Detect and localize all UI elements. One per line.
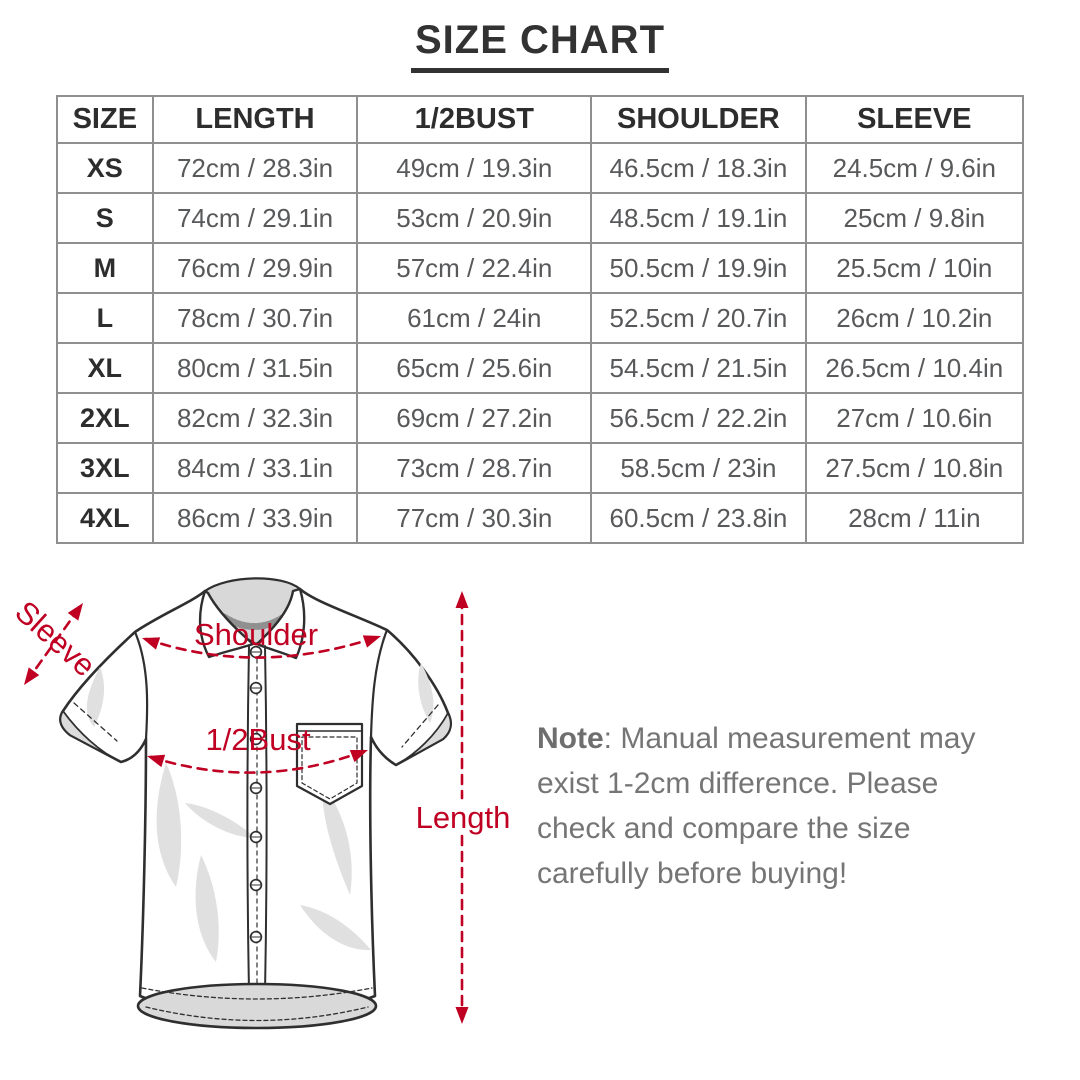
measurement-cell: 60.5cm / 23.8in [590, 492, 807, 544]
measurement-cell: 25.5cm / 10in [804, 242, 1025, 294]
measurement-cell: 27cm / 10.6in [804, 392, 1025, 444]
shirt-measurement-diagram: Shoulder 1/2Bust Length Sleeve [8, 577, 511, 1030]
measurement-cell: 74cm / 29.1in [151, 192, 359, 244]
column-header-size: SIZE [56, 95, 154, 144]
page-title-wrap: SIZE CHART [0, 18, 1080, 73]
measurement-cell: 54.5cm / 21.5in [590, 342, 807, 394]
measurement-cell: 28cm / 11in [804, 492, 1025, 544]
note-line: Note: Manual measurement may [537, 722, 976, 755]
collar-right-wing [255, 587, 306, 660]
table-row: 4XL 86cm / 33.9in 77cm / 30.3in 60.5cm /… [56, 492, 1025, 544]
measurement-cell: 73cm / 28.7in [356, 442, 593, 494]
table-row: 2XL 82cm / 32.3in 69cm / 27.2in 56.5cm /… [56, 392, 1025, 444]
measurement-cell: 65cm / 25.6in [356, 342, 593, 394]
note-line: carefully before buying! [537, 857, 848, 890]
measurement-cell: 77cm / 30.3in [356, 492, 593, 544]
measurement-cell: 56.5cm / 22.2in [590, 392, 807, 444]
table-row: 3XL 84cm / 33.1in 73cm / 28.7in 58.5cm /… [56, 442, 1025, 494]
sleeve-label: Sleeve [8, 594, 102, 683]
note-line: check and compare the size [537, 812, 911, 845]
table-row: L 78cm / 30.7in 61cm / 24in 52.5cm / 20.… [56, 292, 1025, 344]
measurement-cell: 49cm / 19.3in [356, 142, 593, 194]
note-label: Note [537, 722, 604, 755]
column-header-halfbust: 1/2BUST [356, 95, 593, 144]
wrinkle-shading [86, 663, 434, 962]
size-cell: 2XL [56, 392, 154, 444]
left-cuff [59, 710, 122, 763]
measurement-cell: 52.5cm / 20.7in [590, 292, 807, 344]
measurement-cell: 24.5cm / 9.6in [804, 142, 1025, 194]
shoulder-arrow [144, 635, 379, 659]
table-row: XL 80cm / 31.5in 65cm / 25.6in 54.5cm / … [56, 342, 1025, 394]
measurement-cell: 58.5cm / 23in [590, 442, 807, 494]
length-label: Length [416, 800, 511, 835]
measurement-cell: 84cm / 33.1in [151, 442, 359, 494]
size-cell: 4XL [56, 492, 154, 544]
chest-pocket [295, 722, 364, 806]
size-cell: 3XL [56, 442, 154, 494]
note-line: exist 1-2cm difference. Please [537, 767, 939, 800]
measurement-cell: 72cm / 28.3in [151, 142, 359, 194]
measurement-cell: 26cm / 10.2in [804, 292, 1025, 344]
arrowheads [24, 591, 469, 1024]
size-cell: S [56, 192, 154, 244]
page-title: SIZE CHART [411, 18, 669, 73]
shoulder-label: Shoulder [194, 617, 318, 652]
measurement-cell: 26.5cm / 10.4in [804, 342, 1025, 394]
measurement-cell: 61cm / 24in [356, 292, 593, 344]
measurement-cell: 50.5cm / 19.9in [590, 242, 807, 294]
table-row: S 74cm / 29.1in 53cm / 20.9in 48.5cm / 1… [56, 192, 1025, 244]
size-chart-table: SIZE LENGTH 1/2BUST SHOULDER SLEEVE XS 7… [56, 95, 1025, 544]
measurement-cell: 69cm / 27.2in [356, 392, 593, 444]
right-cuff [395, 712, 452, 766]
hem [136, 982, 378, 1030]
sleeve-arrow [25, 605, 82, 683]
size-cell: XL [56, 342, 154, 394]
measurement-cell: 80cm / 31.5in [151, 342, 359, 394]
table-row: XS 72cm / 28.3in 49cm / 19.3in 46.5cm / … [56, 142, 1025, 194]
half-bust-label: 1/2Bust [205, 722, 311, 757]
collar-left-wing [198, 589, 255, 659]
column-header-length: LENGTH [151, 95, 359, 144]
measurement-cell: 76cm / 29.9in [151, 242, 359, 294]
size-cell: XS [56, 142, 154, 194]
measurement-cell: 53cm / 20.9in [356, 192, 593, 244]
column-header-sleeve: SLEEVE [804, 95, 1025, 144]
measurement-cell: 27.5cm / 10.8in [804, 442, 1025, 494]
measurement-cell: 78cm / 30.7in [151, 292, 359, 344]
measurement-cell: 82cm / 32.3in [151, 392, 359, 444]
measurement-cell: 25cm / 9.8in [804, 192, 1025, 244]
size-cell: L [56, 292, 154, 344]
measurement-cell: 48.5cm / 19.1in [590, 192, 807, 244]
table-row: M 76cm / 29.9in 57cm / 22.4in 50.5cm / 1… [56, 242, 1025, 294]
measurement-cell: 57cm / 22.4in [356, 242, 593, 294]
header-row: SIZE LENGTH 1/2BUST SHOULDER SLEEVE [56, 95, 1025, 144]
measurement-cell: 46.5cm / 18.3in [590, 142, 807, 194]
column-header-shoulder: SHOULDER [590, 95, 807, 144]
size-cell: M [56, 242, 154, 294]
note-text: Note: Manual measurement may exist 1-2cm… [537, 716, 1037, 896]
measurement-cell: 86cm / 33.9in [151, 492, 359, 544]
